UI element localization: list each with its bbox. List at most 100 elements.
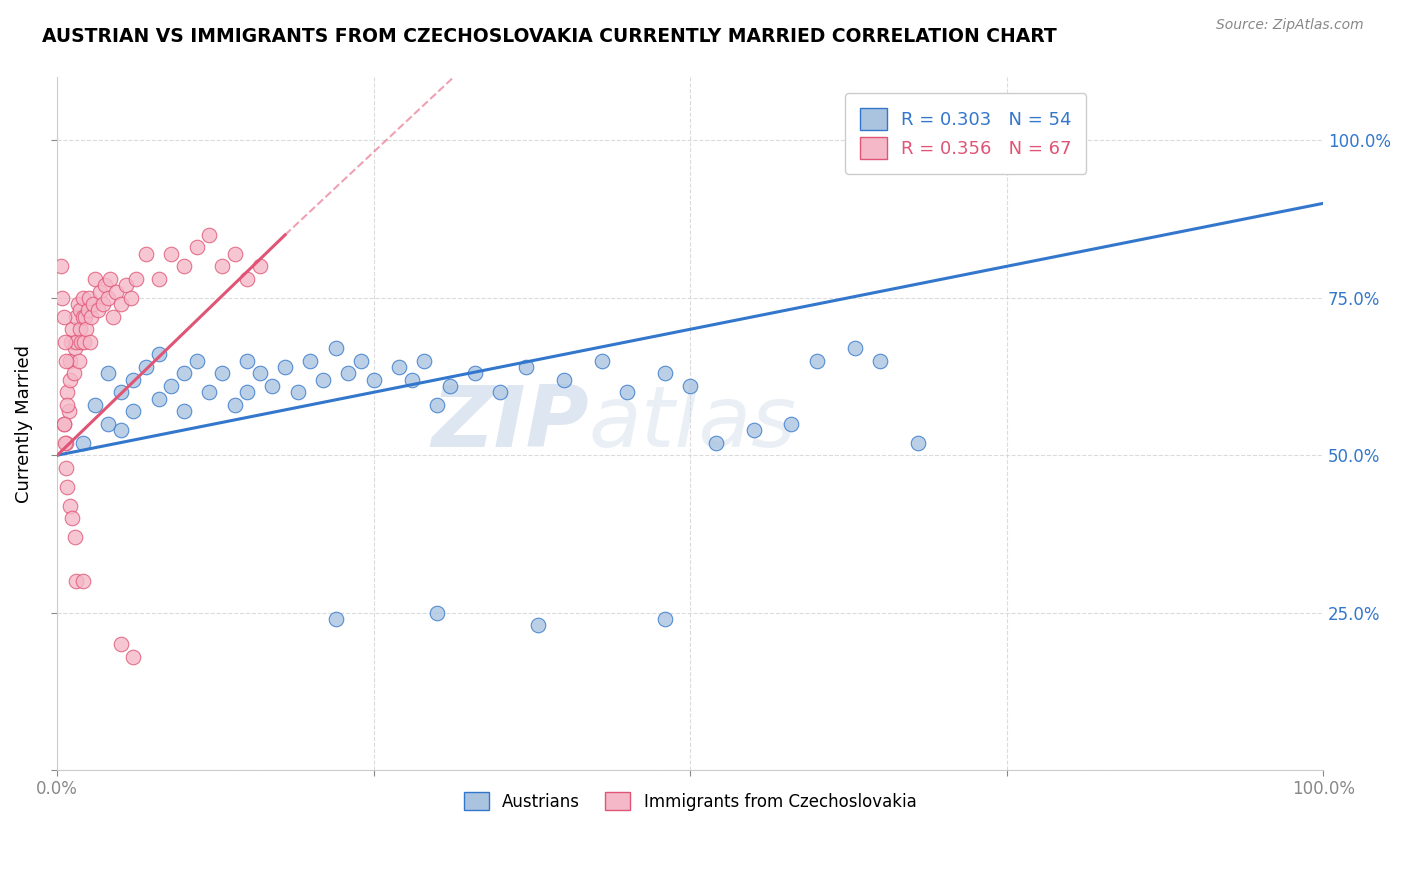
Point xyxy=(173,260,195,274)
Point xyxy=(337,367,360,381)
Point xyxy=(262,379,284,393)
Point xyxy=(125,272,148,286)
Text: AUSTRIAN VS IMMIGRANTS FROM CZECHOSLOVAKIA CURRENTLY MARRIED CORRELATION CHART: AUSTRIAN VS IMMIGRANTS FROM CZECHOSLOVAK… xyxy=(42,27,1057,45)
Point xyxy=(742,423,765,437)
Point xyxy=(97,417,120,431)
Point xyxy=(69,303,91,318)
Point xyxy=(51,291,73,305)
Point xyxy=(66,297,89,311)
Point xyxy=(58,404,80,418)
Point xyxy=(299,353,322,368)
Point xyxy=(72,435,94,450)
Point xyxy=(211,367,233,381)
Point xyxy=(224,398,246,412)
Point xyxy=(135,246,157,260)
Point xyxy=(907,435,929,450)
Point xyxy=(236,272,259,286)
Point xyxy=(110,637,132,651)
Point xyxy=(401,373,423,387)
Point xyxy=(97,367,120,381)
Point xyxy=(173,367,195,381)
Point xyxy=(65,574,87,588)
Point xyxy=(52,310,75,324)
Point xyxy=(122,649,145,664)
Point xyxy=(79,334,101,349)
Point xyxy=(55,435,77,450)
Point xyxy=(160,246,183,260)
Point xyxy=(52,417,75,431)
Point xyxy=(249,367,271,381)
Point xyxy=(56,480,79,494)
Point xyxy=(211,260,233,274)
Point xyxy=(55,460,77,475)
Point xyxy=(869,353,891,368)
Point xyxy=(75,310,97,324)
Point xyxy=(388,359,411,374)
Point xyxy=(59,353,82,368)
Point xyxy=(515,359,537,374)
Point xyxy=(844,341,866,355)
Point xyxy=(59,373,82,387)
Text: Source: ZipAtlas.com: Source: ZipAtlas.com xyxy=(1216,18,1364,32)
Point xyxy=(120,291,142,305)
Point xyxy=(65,334,87,349)
Point xyxy=(63,530,86,544)
Point xyxy=(527,618,550,632)
Point xyxy=(94,278,117,293)
Text: atlas: atlas xyxy=(589,382,797,466)
Point xyxy=(100,272,122,286)
Point xyxy=(489,385,512,400)
Point xyxy=(110,423,132,437)
Point xyxy=(56,385,79,400)
Point xyxy=(186,353,208,368)
Point xyxy=(72,574,94,588)
Point xyxy=(236,353,259,368)
Point xyxy=(73,334,96,349)
Point xyxy=(49,260,72,274)
Point xyxy=(62,322,84,336)
Point xyxy=(464,367,486,381)
Point xyxy=(654,367,676,381)
Point xyxy=(63,341,86,355)
Point xyxy=(325,341,347,355)
Point xyxy=(62,367,84,381)
Point xyxy=(413,353,436,368)
Point xyxy=(53,334,76,349)
Point xyxy=(80,310,103,324)
Point xyxy=(312,373,335,387)
Point xyxy=(55,353,77,368)
Point xyxy=(173,404,195,418)
Text: ZIP: ZIP xyxy=(432,382,589,466)
Point xyxy=(97,291,120,305)
Point xyxy=(59,499,82,513)
Point xyxy=(236,385,259,400)
Point xyxy=(101,310,124,324)
Point xyxy=(72,291,94,305)
Point xyxy=(426,398,449,412)
Point xyxy=(426,606,449,620)
Point xyxy=(91,297,114,311)
Y-axis label: Currently Married: Currently Married xyxy=(15,344,32,503)
Point xyxy=(806,353,828,368)
Point xyxy=(82,297,104,311)
Point xyxy=(70,334,93,349)
Point xyxy=(65,310,87,324)
Point xyxy=(553,373,575,387)
Point xyxy=(148,392,170,406)
Legend: Austrians, Immigrants from Czechoslovakia: Austrians, Immigrants from Czechoslovaki… xyxy=(451,779,929,824)
Point xyxy=(591,353,613,368)
Point xyxy=(350,353,373,368)
Point xyxy=(148,347,170,361)
Point xyxy=(89,285,111,299)
Point xyxy=(363,373,385,387)
Point xyxy=(53,435,76,450)
Point xyxy=(274,359,297,374)
Point xyxy=(69,322,91,336)
Point xyxy=(84,272,107,286)
Point xyxy=(287,385,309,400)
Point xyxy=(110,297,132,311)
Point xyxy=(110,385,132,400)
Point xyxy=(67,353,90,368)
Point xyxy=(704,435,727,450)
Point xyxy=(122,373,145,387)
